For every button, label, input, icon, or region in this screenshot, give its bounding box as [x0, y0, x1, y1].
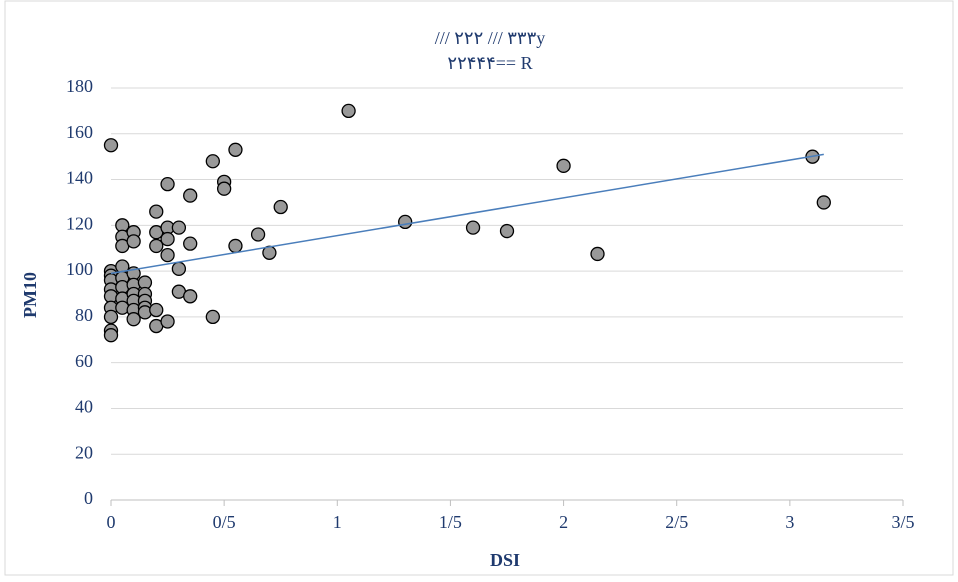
- x-tick-label: 1: [333, 512, 342, 532]
- point: [126, 234, 141, 249]
- point: [465, 220, 481, 235]
- y-tick-label: 80: [75, 305, 93, 325]
- point: [228, 238, 243, 254]
- point: [183, 289, 198, 304]
- y-tick-label: 100: [66, 259, 93, 279]
- x-tick-label: 1/5: [439, 512, 462, 532]
- y-tick-label: 60: [75, 351, 93, 371]
- point: [183, 188, 198, 203]
- y-tick-label: 180: [66, 76, 93, 96]
- point: [341, 103, 356, 119]
- point: [183, 236, 198, 251]
- x-tick-label: 0/5: [213, 512, 236, 532]
- title-line: ۲۲۴۴۴== R: [447, 53, 532, 73]
- y-tick-label: 120: [66, 213, 93, 233]
- point: [590, 246, 605, 262]
- point: [171, 261, 187, 276]
- point: [103, 328, 119, 343]
- point: [160, 314, 175, 329]
- x-tick-label: 0: [107, 512, 116, 532]
- y-tick-label: 20: [75, 442, 93, 462]
- point: [149, 238, 164, 254]
- trend-line: [110, 153, 824, 275]
- point: [216, 181, 232, 196]
- x-tick-label: 3: [785, 512, 794, 532]
- point: [160, 247, 175, 263]
- chart-border: [4, 0, 954, 576]
- point: [160, 176, 175, 192]
- point: [126, 312, 141, 327]
- x-tick-label: 2/5: [665, 512, 688, 532]
- y-tick-label: 140: [66, 168, 93, 188]
- point: [499, 223, 515, 239]
- point: [205, 154, 220, 169]
- point: [556, 158, 571, 173]
- point: [205, 309, 220, 325]
- x-tick-label: 2: [559, 512, 568, 532]
- x-tick-label: 3/5: [891, 512, 914, 532]
- y-tick-label: 40: [75, 397, 93, 417]
- point: [816, 195, 831, 210]
- y-axis-label: PM10: [20, 272, 40, 318]
- point: [273, 199, 288, 215]
- title-line: /// ۲۲۲ /// ۳۳۳y: [435, 28, 546, 48]
- point: [149, 302, 164, 318]
- x-axis-label: DSI: [490, 550, 520, 570]
- point: [171, 220, 187, 235]
- point: [250, 227, 266, 242]
- point: [103, 138, 119, 153]
- y-tick-label: 0: [84, 488, 93, 508]
- point: [398, 214, 413, 230]
- point: [103, 309, 119, 325]
- point: [149, 204, 164, 219]
- point: [160, 231, 175, 247]
- y-tick-label: 160: [66, 122, 93, 142]
- point: [228, 142, 243, 157]
